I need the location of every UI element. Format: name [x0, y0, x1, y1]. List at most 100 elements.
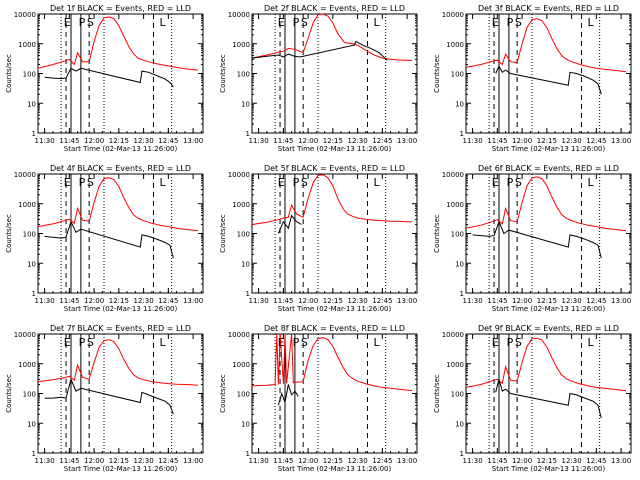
x-tick-label: 12:00 [512, 137, 532, 145]
panel-title: Det 8f BLACK = Events, RED = LLD [264, 324, 405, 333]
x-tick-label: 13:00 [397, 137, 417, 145]
region-marker-e: E [492, 16, 499, 29]
x-tick-label: 11:45 [59, 457, 79, 465]
region-marker-s: S [87, 176, 94, 189]
x-tick-label: 12:15 [109, 297, 129, 305]
region-marker-s: S [301, 16, 308, 29]
x-tick-label: 12:45 [372, 137, 392, 145]
y-axis-label: Counts/sec [5, 374, 13, 413]
y-axis-label: Counts/sec [219, 54, 227, 93]
y-tick-label: 10000 [442, 331, 464, 339]
region-marker-s: S [515, 16, 522, 29]
plot-frame [465, 173, 632, 294]
region-marker-s: S [301, 176, 308, 189]
y-tick-label: 10 [241, 420, 250, 428]
x-axis-label: Start Time (02-Mar-13 11:26:00) [492, 145, 606, 153]
region-marker-e: E [64, 16, 71, 29]
x-tick-label: 12:00 [512, 457, 532, 465]
x-tick-label: 12:45 [586, 297, 606, 305]
y-axis-label: Counts/sec [5, 54, 13, 93]
x-tick-label: 13:00 [183, 137, 203, 145]
events-series-line [44, 67, 174, 88]
x-axis-label: Start Time (02-Mar-13 11:26:00) [64, 145, 178, 153]
lld-series-line [465, 337, 627, 392]
y-tick-label: 10000 [14, 11, 36, 19]
events-series-line [44, 220, 174, 259]
x-tick-label: 12:45 [372, 457, 392, 465]
y-tick-label: 100 [451, 231, 464, 239]
y-axis-label: Counts/sec [219, 214, 227, 253]
x-tick-label: 12:30 [348, 297, 368, 305]
region-marker-l: L [373, 16, 380, 29]
region-marker-e: E [64, 176, 71, 189]
panel-title: Det 7f BLACK = Events, RED = LLD [50, 324, 191, 333]
y-axis-label: Counts/sec [433, 214, 441, 253]
x-axis-label: Start Time (02-Mar-13 11:26:00) [492, 305, 606, 313]
y-tick-label: 10000 [14, 171, 36, 179]
y-tick-label: 10 [27, 100, 36, 108]
y-tick-label: 1 [460, 450, 464, 458]
y-tick-label: 1 [460, 130, 464, 138]
y-tick-label: 10 [455, 100, 464, 108]
x-tick-label: 12:45 [158, 297, 178, 305]
y-tick-label: 10 [27, 260, 36, 268]
x-tick-label: 12:15 [109, 457, 129, 465]
plot-frame [37, 13, 204, 134]
x-tick-label: 12:30 [348, 137, 368, 145]
x-tick-label: 11:30 [249, 137, 269, 145]
y-tick-label: 100 [451, 391, 464, 399]
detector-panel-9: 1 10 100 1000 10000 11:30 11:45 12:00 12:15 12:30… [433, 324, 632, 473]
x-tick-label: 11:45 [273, 457, 293, 465]
y-tick-label: 1 [246, 130, 250, 138]
region-marker-e: E [492, 176, 499, 189]
x-axis-label: Start Time (02-Mar-13 11:26:00) [64, 305, 178, 313]
x-tick-label: 13:00 [183, 457, 203, 465]
x-tick-label: 12:00 [298, 137, 318, 145]
x-tick-label: 13:00 [611, 137, 631, 145]
x-tick-label: 11:45 [487, 457, 507, 465]
y-tick-label: 100 [237, 231, 250, 239]
detector-panel-4: 1 10 100 1000 10000 11:30 11:45 12:00 12:15 12:30… [5, 164, 204, 313]
plot-frame [465, 333, 632, 454]
region-marker-p: P [293, 16, 300, 29]
y-tick-label: 1 [32, 290, 36, 298]
lld-series-line [37, 16, 199, 71]
x-tick-label: 13:00 [397, 297, 417, 305]
x-tick-label: 11:30 [463, 297, 483, 305]
region-marker-p: P [507, 176, 514, 189]
y-tick-label: 10000 [442, 171, 464, 179]
panel-title: Det 1f BLACK = Events, RED = LLD [50, 4, 191, 13]
panel-title: Det 3f BLACK = Events, RED = LLD [478, 4, 619, 13]
y-tick-label: 1000 [18, 41, 36, 49]
y-tick-label: 1000 [232, 41, 250, 49]
x-tick-label: 11:45 [487, 137, 507, 145]
x-tick-label: 13:00 [611, 297, 631, 305]
lld-series-line [251, 333, 413, 392]
region-marker-l: L [159, 16, 166, 29]
events-series-line [495, 377, 602, 419]
detector-panel-5: 1 10 100 1000 10000 11:30 11:45 12:00 12:15 12:30… [219, 164, 418, 313]
x-axis-label: Start Time (02-Mar-13 11:26:00) [278, 145, 392, 153]
region-marker-p: P [507, 16, 514, 29]
region-marker-e: E [278, 336, 285, 349]
region-marker-l: L [587, 176, 594, 189]
lld-series-line [37, 177, 199, 232]
x-tick-label: 12:15 [537, 457, 557, 465]
y-tick-label: 1000 [232, 201, 250, 209]
region-marker-s: S [87, 16, 94, 29]
x-tick-label: 12:15 [323, 297, 343, 305]
events-series-line [251, 40, 388, 61]
x-tick-label: 12:00 [84, 457, 104, 465]
x-tick-label: 12:30 [134, 297, 154, 305]
region-marker-s: S [301, 336, 308, 349]
y-tick-label: 10000 [228, 331, 250, 339]
x-tick-label: 13:00 [397, 457, 417, 465]
panel-title: Det 6f BLACK = Events, RED = LLD [478, 164, 619, 173]
region-marker-p: P [507, 336, 514, 349]
y-tick-label: 1000 [446, 201, 464, 209]
region-marker-p: P [293, 336, 300, 349]
plot-frame [251, 13, 418, 134]
y-axis-label: Counts/sec [433, 374, 441, 413]
x-tick-label: 12:30 [134, 137, 154, 145]
